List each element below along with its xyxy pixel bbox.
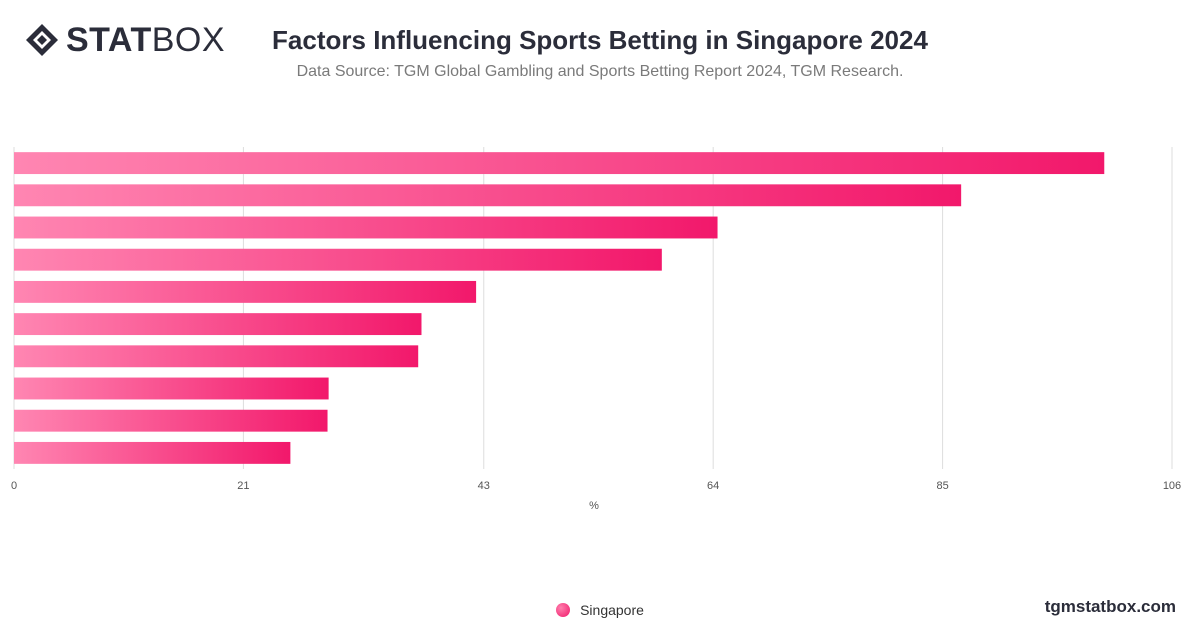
logo-light-text: BOX (151, 21, 226, 59)
bar[interactable] (14, 152, 1105, 175)
chart-title: Factors Influencing Sports Betting in Si… (272, 25, 928, 55)
bar[interactable] (14, 377, 329, 400)
legend-swatch-icon (556, 603, 571, 617)
x-tick-label: 106 (1163, 480, 1181, 492)
x-tick-label: 0 (11, 480, 17, 492)
bar[interactable] (14, 313, 422, 336)
bar[interactable] (14, 280, 477, 303)
chart-subtitle: Data Source: TGM Global Gambling and Spo… (296, 63, 904, 80)
bar[interactable] (14, 248, 662, 271)
logo-bold-text: STAT (66, 21, 152, 59)
x-tick-label: 43 (478, 480, 490, 492)
x-tick-label: 85 (936, 480, 948, 492)
bars (14, 152, 1105, 464)
statbox-logo: STATBOX (24, 22, 225, 58)
x-axis-ticks: 0 21 43 64 85 106 (11, 480, 1181, 492)
x-tick-label: 64 (707, 480, 719, 492)
x-axis-label: % (589, 500, 599, 512)
legend-label: Singapore (580, 602, 644, 618)
bar[interactable] (14, 216, 718, 239)
logo-wordmark: STATBOX (66, 22, 225, 58)
bar[interactable] (14, 184, 962, 207)
bar[interactable] (14, 345, 419, 368)
bar[interactable] (14, 441, 291, 464)
bar[interactable] (14, 409, 328, 432)
statbox-diamond-icon (26, 24, 58, 56)
watermark: tgmstatbox.com (1044, 597, 1176, 616)
x-tick-label: 21 (237, 480, 249, 492)
chart-legend[interactable]: Singapore (0, 602, 1200, 618)
